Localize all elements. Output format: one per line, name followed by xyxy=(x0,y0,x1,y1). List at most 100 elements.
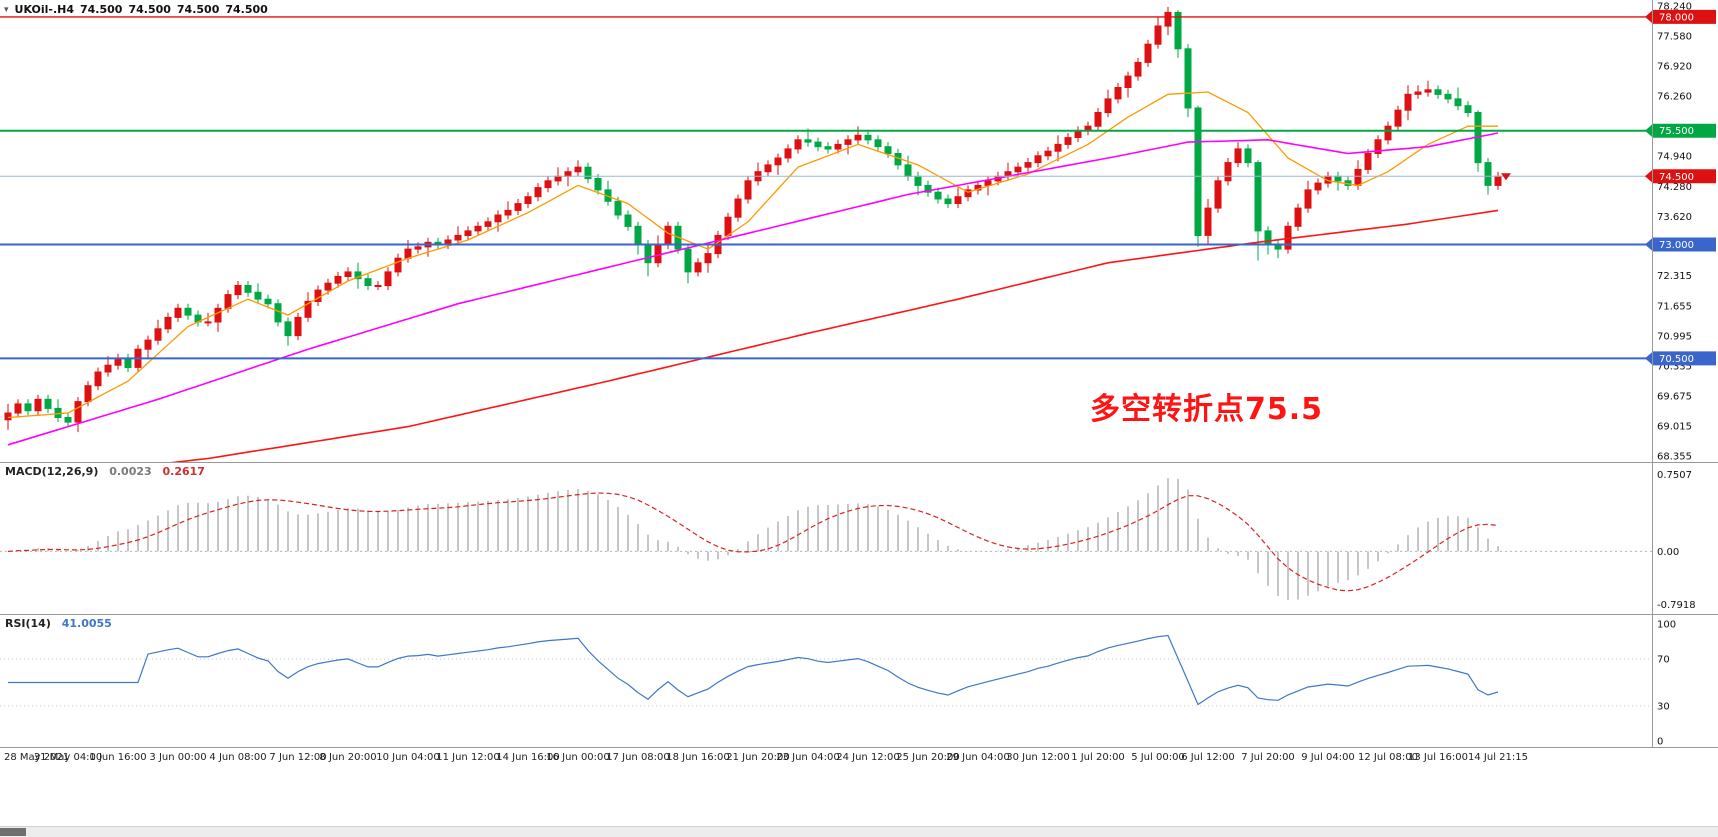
price-badge xyxy=(1645,237,1716,252)
chart-canvas[interactable]: 78.240 77.580 76.920 76.260 74.940 74.280 73.6… xyxy=(0,0,1718,775)
candle xyxy=(834,139,842,154)
candle xyxy=(124,353,132,372)
candle xyxy=(1004,162,1012,181)
time-axis-label: 31 May 04:00 xyxy=(34,752,103,763)
time-axis-label: 6 Jul 12:00 xyxy=(1181,752,1235,763)
main-price-panel xyxy=(0,6,1652,462)
candle xyxy=(1444,89,1452,104)
candle xyxy=(524,192,532,209)
price-badge-label: 73.000 xyxy=(1659,240,1694,251)
price-badge xyxy=(1645,169,1716,184)
candle xyxy=(104,356,112,377)
candle xyxy=(854,126,862,145)
candle xyxy=(544,176,552,193)
candle xyxy=(1204,199,1212,245)
price-axis-label: 74.280 xyxy=(1657,182,1692,193)
candle xyxy=(1064,133,1072,149)
ma-mid-magenta xyxy=(7,132,1499,446)
price-badge xyxy=(1645,123,1716,138)
candle xyxy=(504,201,512,220)
macd-panel: 0.7507 0.00 -0.7918 xyxy=(0,470,1696,611)
price-axis-label: 78.240 xyxy=(1657,2,1692,13)
candle xyxy=(94,367,102,391)
annotation-text: 多空转折点75.5 xyxy=(1090,392,1324,427)
time-axis-label: 1 Jun 16:00 xyxy=(89,752,146,763)
candle xyxy=(1334,171,1342,191)
candle xyxy=(784,144,792,163)
candle xyxy=(194,310,202,327)
candle xyxy=(394,253,402,277)
candle xyxy=(844,135,852,155)
horizontal-scrollbar[interactable] xyxy=(0,826,1718,837)
candle xyxy=(1124,71,1132,98)
macd-indicator-label: MACD(12,26,9) 0.0023 0.2617 xyxy=(5,465,205,478)
candle xyxy=(384,267,392,291)
candle xyxy=(1164,6,1172,36)
candle xyxy=(944,194,952,209)
candle xyxy=(594,174,602,195)
time-axis-label: 13 Jul 16:00 xyxy=(1408,752,1468,763)
candle xyxy=(1414,85,1422,99)
candle xyxy=(1074,126,1082,143)
price-axis-label: 69.675 xyxy=(1657,391,1692,402)
candle xyxy=(244,281,252,297)
rsi-name: RSI(14) xyxy=(5,617,51,630)
candle xyxy=(824,142,832,154)
candle xyxy=(1144,39,1152,67)
candle xyxy=(574,160,582,177)
macd-signal-line xyxy=(7,492,1499,592)
candle xyxy=(864,130,872,145)
price-axis-label: 69.015 xyxy=(1657,422,1692,433)
candle xyxy=(304,292,312,322)
candle xyxy=(904,155,912,181)
time-axis-label: 25 Jun 20:00 xyxy=(896,752,960,763)
candle xyxy=(934,187,942,204)
candle xyxy=(1244,144,1252,168)
candle xyxy=(274,299,282,327)
candle xyxy=(314,285,322,306)
candle xyxy=(514,199,522,215)
price-badge-label: 78.000 xyxy=(1659,12,1694,23)
price-badge-label: 75.500 xyxy=(1659,126,1694,137)
scrollbar-handle[interactable] xyxy=(0,828,26,836)
candle xyxy=(1294,203,1302,231)
price-axis-label: 72.315 xyxy=(1657,271,1692,282)
candle xyxy=(534,183,542,202)
candle xyxy=(1224,158,1232,186)
candle xyxy=(204,312,212,327)
time-axis-label: 18 Jun 16:00 xyxy=(666,752,730,763)
candle xyxy=(584,162,592,184)
candle xyxy=(764,160,772,177)
candle xyxy=(1054,135,1062,162)
time-axis-label: 10 Jun 04:00 xyxy=(376,752,440,763)
candle xyxy=(1364,148,1372,174)
candle xyxy=(734,194,742,222)
candle xyxy=(434,237,442,250)
candle xyxy=(454,226,462,245)
candle xyxy=(464,226,472,240)
candle xyxy=(184,303,192,320)
candle xyxy=(44,394,52,413)
candle xyxy=(1274,240,1282,259)
candle xyxy=(174,303,182,322)
ohlc-high: 74.500 xyxy=(128,3,171,16)
candle xyxy=(754,162,762,186)
price-axis-label: 71.655 xyxy=(1657,301,1692,312)
candle xyxy=(694,258,702,277)
time-axis-label: 14 Jun 16:00 xyxy=(496,752,560,763)
price-badge xyxy=(1645,351,1716,366)
candle xyxy=(1094,108,1102,131)
chart-menu-icon[interactable]: ▾ xyxy=(4,4,9,15)
candle xyxy=(1214,176,1222,213)
rsi-indicator-label: RSI(14) 41.0055 xyxy=(5,617,112,630)
candle xyxy=(334,271,342,288)
candle xyxy=(34,394,42,416)
bid-arrow-marker xyxy=(1501,173,1511,181)
time-axis-label: 24 Jun 12:00 xyxy=(836,752,900,763)
candle xyxy=(884,142,892,158)
symbol-period-label: UKOil-.H4 xyxy=(14,3,74,16)
candle xyxy=(14,399,22,418)
candle xyxy=(624,210,632,231)
time-axis-label: 9 Jul 04:00 xyxy=(1301,752,1355,763)
